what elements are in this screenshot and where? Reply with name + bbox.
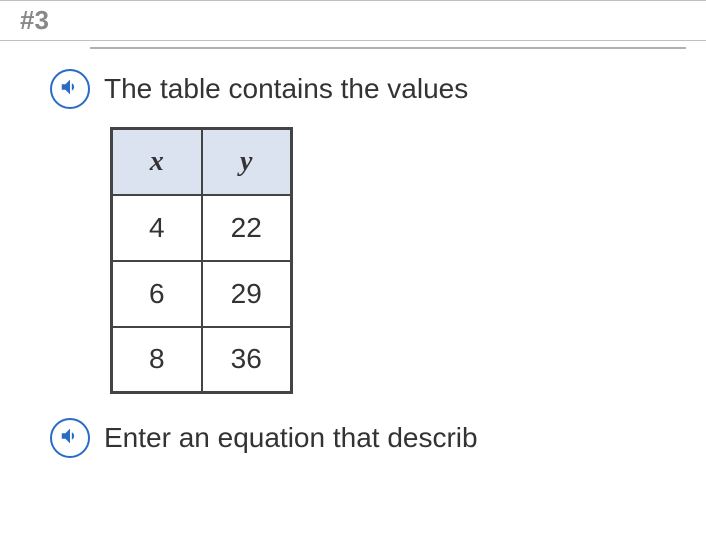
speaker-icon	[59, 76, 81, 103]
question-header: #3	[0, 0, 706, 41]
question-line-2-row: Enter an equation that describ	[0, 418, 706, 458]
question-line-1-row: The table contains the values	[0, 69, 706, 109]
question-text-2: Enter an equation that describ	[104, 418, 478, 458]
table-cell: 6	[112, 261, 202, 327]
xy-data-table: x y 4 22 6 29 8 36	[110, 127, 293, 394]
table-cell: 36	[202, 327, 292, 393]
table-cell: 29	[202, 261, 292, 327]
table-header-x: x	[112, 129, 202, 195]
table-cell: 8	[112, 327, 202, 393]
question-number: #3	[20, 5, 49, 35]
table-row: 8 36	[112, 327, 292, 393]
table-cell: 22	[202, 195, 292, 261]
speaker-icon	[59, 425, 81, 452]
audio-play-button-2[interactable]	[50, 418, 90, 458]
header-divider	[90, 47, 686, 49]
table-row: 6 29	[112, 261, 292, 327]
table-row: 4 22	[112, 195, 292, 261]
audio-play-button-1[interactable]	[50, 69, 90, 109]
table-cell: 4	[112, 195, 202, 261]
table-header-row: x y	[112, 129, 292, 195]
table-header-y: y	[202, 129, 292, 195]
data-table-container: x y 4 22 6 29 8 36	[0, 127, 706, 394]
question-text-1: The table contains the values	[104, 69, 468, 109]
